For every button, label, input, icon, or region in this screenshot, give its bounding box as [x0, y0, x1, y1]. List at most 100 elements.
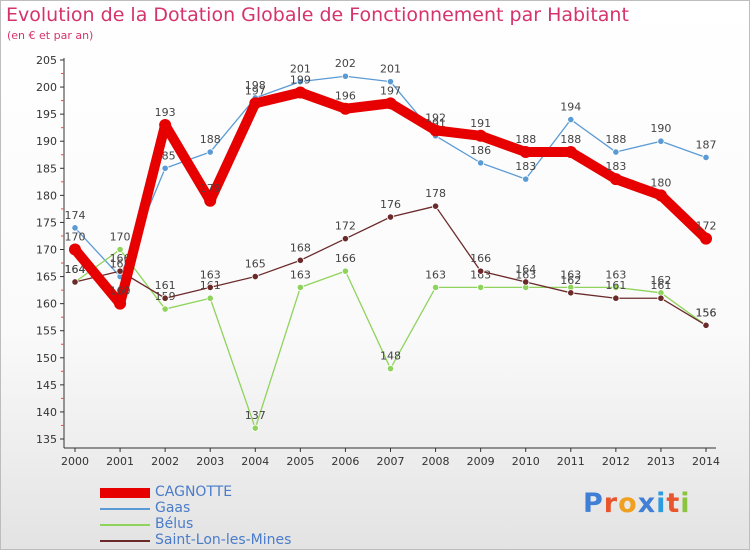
x-tick-label: 2004 — [241, 455, 269, 468]
y-tick-label: 200 — [36, 81, 57, 94]
logo-letter: i — [680, 488, 691, 519]
data-label-b-lus: 163 — [290, 268, 311, 281]
data-label-cagnotte: 160 — [110, 285, 131, 298]
data-label-gaas: 201 — [290, 63, 311, 76]
data-label-gaas: 202 — [335, 57, 356, 70]
data-label-b-lus: 137 — [245, 409, 266, 422]
y-tick-label: 190 — [36, 135, 57, 148]
data-point-gaas — [206, 148, 214, 156]
data-point-gaas — [386, 78, 395, 86]
data-label-gaas: 186 — [470, 144, 491, 157]
data-point-b-lus — [386, 365, 395, 373]
data-point-gaas — [161, 164, 169, 172]
data-label-b-lus: 163 — [605, 268, 626, 281]
data-point-saint-lon-les-mines — [522, 278, 530, 286]
data-point-cagnotte — [204, 194, 217, 207]
data-point-b-lus — [251, 424, 259, 432]
data-label-cagnotte: 191 — [470, 117, 491, 130]
data-point-saint-lon-les-mines — [251, 272, 259, 281]
data-label-cagnotte: 179 — [200, 182, 221, 195]
data-point-b-lus — [431, 283, 440, 291]
proxiti-logo: Proxiti — [583, 488, 691, 519]
x-tick-label: 2009 — [467, 455, 495, 468]
data-point-b-lus — [341, 267, 350, 275]
legend-swatch — [100, 508, 150, 510]
data-point-cagnotte — [339, 102, 352, 115]
data-label-cagnotte: 170 — [65, 231, 86, 244]
y-tick-label: 170 — [36, 244, 57, 257]
data-point-cagnotte — [474, 129, 487, 142]
data-label-b-lus: 163 — [470, 268, 491, 281]
data-point-b-lus — [161, 305, 169, 313]
y-tick-label: 205 — [36, 54, 57, 67]
data-label-b-lus: 163 — [425, 268, 446, 281]
data-point-cagnotte — [654, 189, 667, 202]
data-point-cagnotte — [609, 173, 622, 186]
data-point-gaas — [296, 78, 304, 86]
x-tick-label: 2007 — [377, 455, 405, 468]
legend-swatch — [100, 524, 150, 526]
data-point-gaas — [477, 159, 485, 167]
data-label-b-lus: 156 — [696, 306, 717, 319]
data-point-b-lus — [116, 245, 124, 254]
data-point-gaas — [702, 153, 710, 162]
data-point-gaas — [567, 115, 575, 124]
data-label-cagnotte: 197 — [380, 84, 401, 97]
data-label-cagnotte: 196 — [335, 90, 356, 103]
logo-letter: P — [583, 488, 604, 519]
data-point-gaas — [71, 224, 79, 232]
data-label-cagnotte: 193 — [155, 106, 176, 119]
data-point-saint-lon-les-mines — [386, 213, 395, 221]
y-tick-label: 150 — [36, 352, 57, 365]
chart-subtitle: (en € et par an) — [7, 29, 94, 42]
data-point-gaas — [657, 137, 665, 145]
data-label-b-lus: 163 — [560, 268, 581, 281]
data-label-saint-lon-les-mines: 162 — [560, 274, 581, 287]
data-point-b-lus — [206, 294, 214, 302]
data-label-b-lus: 148 — [380, 350, 401, 363]
y-tick-label: 175 — [36, 216, 57, 229]
data-point-saint-lon-les-mines — [612, 294, 620, 302]
x-tick-label: 2001 — [106, 455, 134, 468]
y-tick-label: 155 — [36, 325, 57, 338]
legend-swatch — [100, 540, 150, 542]
data-label-gaas: 183 — [515, 160, 536, 173]
chart-title: Evolution de la Dotation Globale de Fonc… — [6, 4, 629, 26]
data-label-saint-lon-les-mines: 156 — [696, 306, 717, 319]
y-tick-label: 185 — [36, 162, 57, 175]
data-label-b-lus: 166 — [335, 252, 356, 265]
data-point-cagnotte — [564, 146, 577, 159]
data-point-cagnotte — [519, 146, 532, 159]
data-label-b-lus: 162 — [650, 274, 671, 287]
data-point-cagnotte — [384, 97, 397, 110]
y-tick-label: 140 — [36, 406, 57, 419]
data-label-cagnotte: 192 — [425, 111, 446, 124]
y-tick-label: 195 — [36, 108, 57, 121]
data-point-saint-lon-les-mines — [116, 267, 124, 275]
data-label-cagnotte: 188 — [560, 133, 581, 146]
data-label-saint-lon-les-mines: 172 — [335, 220, 356, 233]
logo-letter: t — [666, 488, 681, 519]
x-tick-label: 2011 — [557, 455, 585, 468]
legend-label: Gaas — [155, 500, 191, 516]
data-label-cagnotte: 197 — [245, 84, 266, 97]
data-point-gaas — [612, 148, 620, 156]
data-point-b-lus — [612, 283, 620, 291]
x-tick-label: 2010 — [512, 455, 540, 468]
data-label-b-lus: 164 — [65, 263, 86, 276]
x-tick-label: 2006 — [331, 455, 359, 468]
data-label-saint-lon-les-mines: 178 — [425, 187, 446, 200]
logo-letter: x — [637, 488, 657, 519]
x-tick-label: 2008 — [422, 455, 450, 468]
legend-label: Bélus — [155, 516, 194, 532]
data-label-saint-lon-les-mines: 176 — [380, 198, 401, 211]
legend-label: Saint-Lon-les-Mines — [155, 532, 292, 548]
data-point-gaas — [522, 175, 530, 183]
data-point-saint-lon-les-mines — [206, 283, 214, 291]
logo-letter: o — [618, 488, 638, 519]
data-label-saint-lon-les-mines: 168 — [290, 241, 311, 254]
data-point-b-lus — [296, 283, 304, 291]
data-label-gaas: 174 — [65, 209, 86, 222]
data-point-saint-lon-les-mines — [296, 256, 304, 264]
data-label-cagnotte: 183 — [605, 160, 626, 173]
